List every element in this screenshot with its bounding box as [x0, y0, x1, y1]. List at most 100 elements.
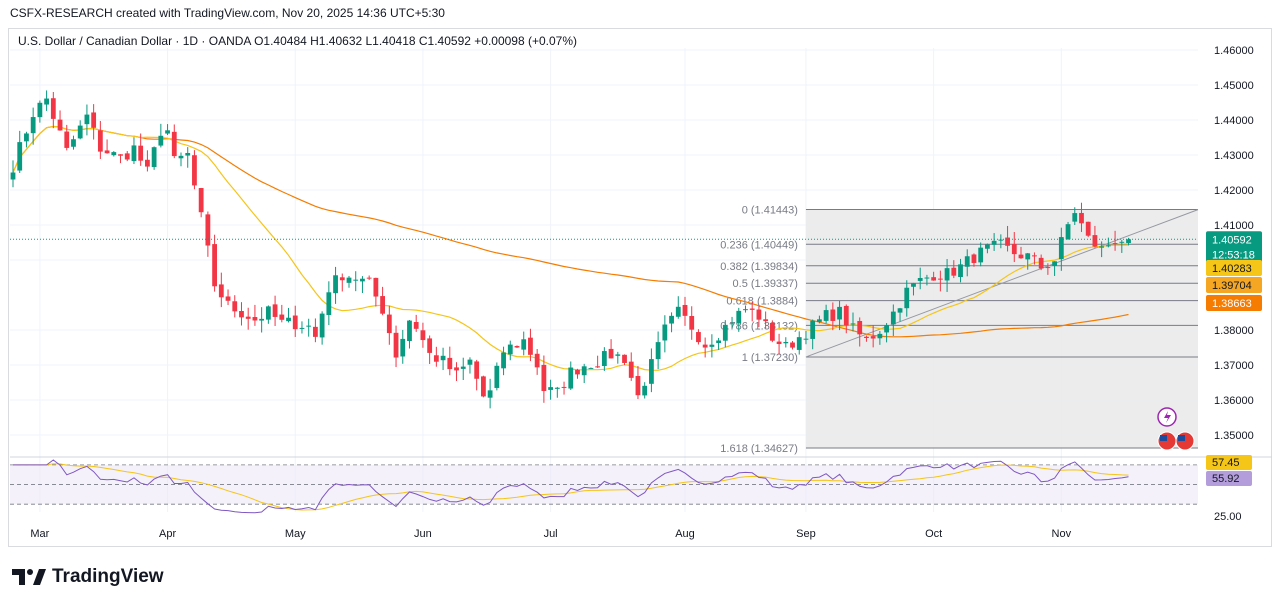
candle-up — [71, 139, 76, 147]
candle-up — [521, 339, 527, 350]
candle-up — [299, 327, 305, 329]
last-price-tag-time: 12:53:18 — [1212, 249, 1255, 261]
candle-up — [796, 337, 802, 350]
candle-down — [145, 159, 150, 167]
candle-down — [427, 338, 433, 353]
candle-down — [433, 355, 439, 362]
last-price-tag — [1206, 231, 1262, 264]
candle-down — [252, 317, 258, 321]
candle-up — [84, 114, 90, 125]
candle-down — [595, 366, 601, 368]
candle-up — [1052, 261, 1057, 266]
fib-level-label: 0 (1.41443) — [742, 204, 798, 216]
candle-up — [548, 387, 553, 390]
candle-down — [1032, 255, 1037, 257]
candle-down — [1112, 243, 1118, 245]
candle-up — [675, 306, 681, 317]
candle-down — [205, 214, 211, 246]
candle-up — [319, 313, 325, 338]
ma-slow-line — [12, 125, 1129, 338]
tradingview-brand: TradingView — [12, 566, 164, 588]
y-tick-label: 1.42000 — [1214, 185, 1254, 197]
candle-up — [588, 368, 594, 370]
candle-up — [722, 324, 728, 341]
candle-up — [407, 320, 412, 341]
fib-level-label: 1 (1.37230) — [742, 352, 798, 364]
candle-down — [514, 346, 520, 348]
candle-up — [998, 239, 1004, 241]
ma-slow-tag-label: 1.38663 — [1212, 298, 1252, 310]
candle-down — [292, 315, 298, 330]
candle-down — [1092, 235, 1098, 247]
candle-up — [944, 268, 950, 281]
y-tick-label: 1.38000 — [1214, 325, 1254, 337]
candle-down — [104, 150, 110, 154]
candle-up — [649, 359, 654, 384]
candle-up — [823, 310, 829, 321]
candle-up — [77, 125, 83, 139]
candle-down — [339, 277, 345, 281]
candle-down — [373, 277, 379, 297]
candle-up — [1058, 237, 1064, 260]
candle-up — [642, 385, 648, 396]
candle-up — [487, 390, 493, 398]
candle-up — [581, 366, 587, 376]
candle-up — [729, 323, 735, 325]
candle-down — [124, 153, 130, 160]
candle-up — [30, 117, 36, 134]
candle-down — [366, 277, 372, 279]
ma-fast-tag — [1206, 260, 1262, 276]
candle-up — [178, 155, 184, 159]
candle-down — [420, 330, 426, 341]
candle-down — [870, 336, 876, 339]
candle-up — [837, 306, 842, 320]
candle-down — [97, 130, 103, 152]
candle-down — [534, 353, 540, 368]
y-tick-label: 1.37000 — [1214, 360, 1254, 372]
x-tick-label: Nov — [1052, 528, 1072, 540]
candle-down — [91, 112, 97, 128]
candle-up — [400, 338, 406, 357]
candle-down — [192, 155, 197, 186]
candle-down — [608, 348, 614, 359]
lightning-icon-bolt — [1164, 411, 1171, 423]
candle-down — [245, 316, 251, 319]
candle-down — [393, 332, 399, 358]
candle-down — [1018, 254, 1024, 259]
time-axis: Mar Apr May Jun Jul Aug Sep Oct Nov — [30, 528, 1071, 540]
candle-down — [561, 386, 567, 388]
y-tick-label: 1.43000 — [1214, 150, 1254, 162]
x-tick-label: Jul — [544, 528, 558, 540]
candle-down — [931, 277, 937, 281]
candle-up — [111, 152, 117, 156]
chart-caption: CSFX-RESEARCH created with TradingView.c… — [10, 6, 445, 20]
lightning-icon — [1157, 407, 1177, 427]
candle-down — [635, 375, 641, 396]
candle-down — [138, 145, 144, 161]
candle-down — [272, 304, 278, 317]
candle-up — [850, 323, 856, 325]
rsi-line — [13, 459, 1129, 514]
candle-down — [843, 305, 849, 326]
candle-up — [165, 130, 170, 134]
candle-down — [313, 326, 318, 337]
candle-down — [702, 344, 708, 348]
rsi-tick-label: 25.00 — [1214, 511, 1242, 523]
us-flag-icon-canton — [1160, 435, 1167, 441]
tradingview-logo-icon — [12, 569, 46, 585]
candle-up — [131, 145, 137, 162]
candle-up — [1105, 245, 1111, 247]
candle-up — [467, 359, 473, 365]
candle-down — [454, 367, 459, 371]
candle-down — [575, 369, 580, 375]
x-tick-label: Aug — [675, 528, 695, 540]
candle-down — [64, 131, 70, 148]
candle-down — [951, 267, 957, 276]
candle-up — [803, 338, 809, 340]
candle-up — [185, 152, 191, 156]
candle-up — [44, 98, 49, 105]
rsi-pane: 57.45 55.92 25.00 — [10, 455, 1252, 523]
candle-down — [857, 320, 863, 335]
